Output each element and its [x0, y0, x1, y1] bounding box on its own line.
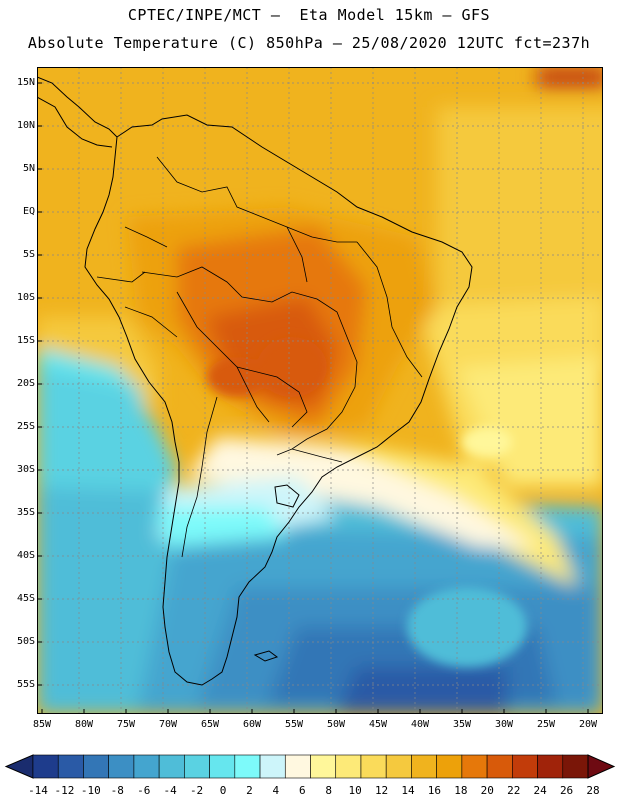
lon-label: 80W — [74, 719, 94, 730]
colorbar-label: 22 — [507, 784, 521, 797]
colorbar-swatch — [234, 754, 261, 779]
lon-label: 60W — [242, 719, 262, 730]
lat-label: 50S — [16, 636, 35, 647]
lat-label: 45S — [16, 593, 35, 604]
colorbar-label: -14 — [28, 784, 48, 797]
country-borders — [96, 156, 423, 558]
lon-label: 85W — [32, 719, 52, 730]
lon-label: 45W — [368, 719, 388, 730]
colorbar-swatch — [512, 754, 538, 779]
colorbar-label: 2 — [246, 784, 253, 797]
map-gridlines — [37, 67, 603, 714]
lon-label: 35W — [452, 719, 472, 730]
lat-label: 5N — [22, 163, 35, 174]
colorbar-label: -2 — [189, 784, 204, 797]
colorbar-swatch — [57, 754, 84, 779]
lat-label: 15N — [16, 77, 35, 88]
colorbar-swatch — [360, 754, 387, 779]
colorbar-label: -4 — [163, 784, 177, 797]
south-america-coastline — [84, 114, 473, 686]
colorbar-swatch — [284, 754, 311, 779]
colorbar-swatch — [32, 754, 59, 779]
colorbar-arrow-left — [4, 754, 34, 779]
colorbar-swatch — [133, 754, 160, 779]
colorbar-label: 14 — [401, 784, 415, 797]
map-frame — [37, 67, 603, 714]
colorbar-label: 4 — [272, 784, 280, 797]
colorbar-swatch — [259, 754, 286, 779]
lat-label: EQ — [22, 206, 35, 217]
colorbar-label: 12 — [374, 784, 389, 797]
colorbar-label: -12 — [54, 784, 75, 797]
lat-label: 35S — [16, 507, 35, 518]
falkland-islands — [253, 650, 279, 662]
lon-label: 75W — [116, 719, 136, 730]
lat-label: 10N — [16, 120, 35, 131]
colorbar-swatch — [310, 754, 337, 779]
lat-label: 40S — [16, 550, 35, 561]
lat-label: 25S — [16, 421, 35, 432]
colorbar-arrow-right — [587, 754, 616, 779]
chart-title-line1: CPTEC/INPE/MCT – Eta Model 15km – GFS — [127, 6, 491, 24]
lon-label: 70W — [158, 719, 178, 730]
colorbar — [4, 754, 616, 779]
colorbar-swatch — [184, 754, 210, 779]
colorbar-swatch — [108, 754, 135, 779]
colorbar-label: 6 — [298, 784, 306, 797]
colorbar-swatch — [436, 754, 463, 779]
colorbar-swatch — [209, 754, 236, 779]
colorbar-label: 28 — [586, 784, 600, 797]
map-canvas — [37, 67, 603, 714]
colorbar-swatch — [158, 754, 185, 779]
central-america-coastline — [37, 76, 118, 148]
lat-label: 30S — [16, 464, 35, 475]
map-ticks — [37, 82, 589, 714]
colorbar-swatch — [537, 754, 564, 779]
lat-label: 5S — [22, 249, 35, 260]
temperature-detail — [207, 337, 527, 667]
rio-de-la-plata — [274, 484, 300, 508]
lon-label: 20W — [578, 719, 598, 730]
colorbar-label: 24 — [533, 784, 547, 797]
lat-label: 55S — [16, 679, 35, 690]
colorbar-label: 10 — [348, 784, 362, 797]
colorbar-label: 20 — [480, 784, 494, 797]
colorbar-label: 26 — [559, 784, 574, 797]
colorbar-swatch — [562, 754, 589, 779]
lon-label: 30W — [494, 719, 514, 730]
colorbar-swatch — [461, 754, 488, 779]
lat-label: 20S — [16, 378, 35, 389]
colorbar-swatch — [486, 754, 513, 779]
colorbar-swatch — [385, 754, 412, 779]
lon-label: 40W — [410, 719, 430, 730]
lat-label: 15S — [16, 335, 35, 346]
lon-label: 25W — [536, 719, 556, 730]
colorbar-swatch — [335, 754, 362, 779]
colorbar-swatch — [83, 754, 109, 779]
lon-label: 50W — [326, 719, 346, 730]
colorbar-label: 8 — [325, 784, 333, 797]
lat-label: 10S — [16, 292, 35, 303]
colorbar-label: -8 — [110, 784, 124, 797]
temperature-map — [37, 67, 603, 714]
colorbar-label: 0 — [219, 784, 227, 797]
colorbar-label: 16 — [427, 784, 442, 797]
colorbar-label: 18 — [454, 784, 468, 797]
lon-label: 55W — [284, 719, 304, 730]
colorbar-swatch — [411, 754, 437, 779]
colorbar-label: -6 — [137, 784, 151, 797]
chart-title-line2: Absolute Temperature (C) 850hPa – 25/08/… — [27, 34, 591, 52]
lon-label: 65W — [200, 719, 220, 730]
colorbar-label: -10 — [80, 784, 101, 797]
